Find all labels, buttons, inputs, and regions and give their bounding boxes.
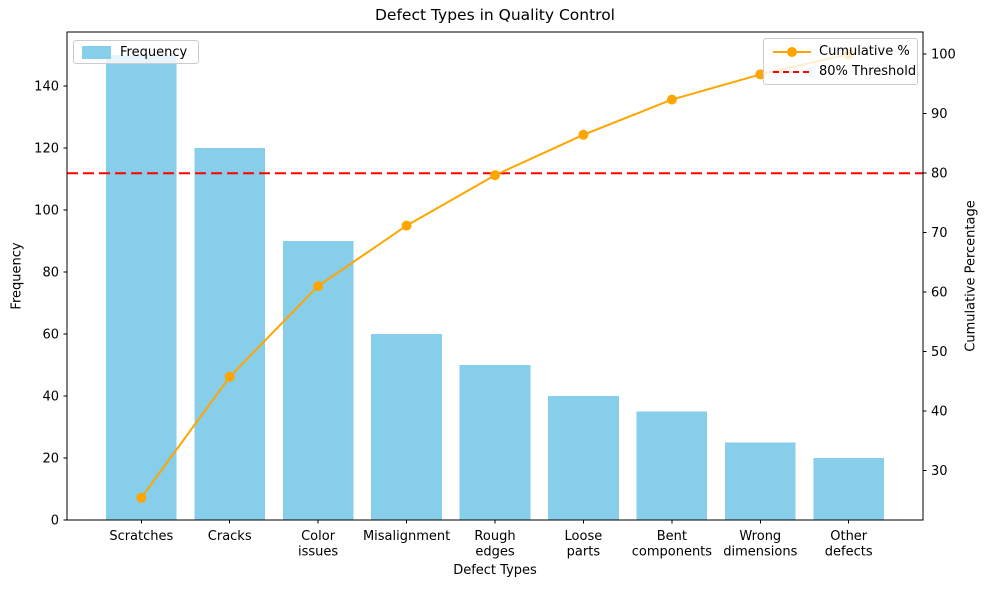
right-tick-label: 100	[931, 48, 956, 63]
marker-misalignment	[401, 220, 412, 231]
marker-rough-edges	[490, 170, 500, 181]
y-axis-label-left: Frequency	[9, 242, 25, 310]
left-axis-ticks: 0 20 40 60 80 100 120 140	[34, 80, 67, 529]
x-axis-ticks: Scratches Cracks Color issues Misalignment Ro…	[109, 520, 873, 560]
right-tick-label: 90	[931, 107, 948, 122]
bar-scratches	[105, 55, 177, 520]
left-tick-label: 80	[42, 266, 59, 281]
bar-misalignment	[371, 334, 442, 520]
bar-loose-parts	[548, 396, 619, 520]
cumulative-line-sample-icon	[773, 46, 811, 57]
legend-cumulative-label: Cumulative %	[819, 44, 910, 59]
marker-scratches	[136, 492, 147, 503]
left-tick-label: 0	[51, 514, 59, 529]
left-tick-label: 40	[42, 390, 59, 405]
marker-cracks	[224, 371, 235, 382]
y-axis-label-right: Cumulative Percentage	[963, 200, 979, 352]
left-tick-label: 100	[34, 204, 59, 219]
cumulative-marker-icon	[787, 46, 797, 57]
marker-color-issues	[313, 281, 324, 292]
left-tick-label: 140	[34, 80, 59, 95]
right-tick-label: 40	[931, 405, 948, 420]
cumulative-markers-group	[136, 49, 854, 503]
bars-group	[105, 55, 884, 520]
right-axis-ticks: 30 40 50 60 70 80 90 100	[923, 48, 956, 479]
x-tick-label-bent-components: Bent components	[632, 529, 713, 560]
x-tick-label-scratches: Scratches	[109, 529, 173, 544]
bar-wrong-dimensions	[724, 442, 796, 520]
x-tick-label-rough-edges: Rough edges	[474, 529, 515, 560]
right-tick-label: 60	[931, 286, 948, 301]
bar-bent-components	[636, 411, 708, 520]
right-tick-label: 80	[931, 167, 948, 182]
x-tick-label-wrong-dimensions: Wrong dimensions	[723, 529, 797, 560]
right-tick-label: 30	[931, 464, 948, 479]
x-tick-label-loose-parts: Loose parts	[565, 529, 603, 560]
left-tick-label: 120	[34, 142, 59, 157]
left-tick-label: 20	[42, 452, 59, 467]
chart-title: Defect Types in Quality Control	[375, 6, 615, 24]
right-tick-label: 70	[931, 226, 948, 241]
x-tick-label-other-defects: Other defects	[825, 529, 873, 560]
bar-cracks	[194, 148, 265, 520]
legend-frequency: Frequency	[73, 40, 200, 64]
legend-threshold-label: 80% Threshold	[819, 64, 917, 79]
x-tick-label-cracks: Cracks	[208, 529, 252, 544]
frequency-swatch-icon	[82, 45, 111, 59]
right-tick-label: 50	[931, 345, 948, 360]
marker-bent-components	[666, 94, 677, 105]
legend-cumulative: Cumulative % 80% Threshold	[763, 38, 918, 85]
x-axis-label: Defect Types	[453, 563, 537, 578]
threshold-line-sample-icon	[773, 70, 811, 73]
bar-other-defects	[813, 458, 884, 520]
x-tick-label-color-issues: Color issues	[298, 529, 338, 560]
legend-frequency-label: Frequency	[120, 44, 188, 60]
marker-wrong-dimensions	[755, 69, 766, 80]
left-tick-label: 60	[42, 328, 59, 343]
legend-row-threshold: 80% Threshold	[773, 65, 916, 78]
x-tick-label-misalignment: Misalignment	[363, 529, 450, 544]
legend-row-cumulative: Cumulative %	[773, 44, 910, 59]
marker-loose-parts	[578, 129, 589, 140]
bar-rough-edges	[459, 365, 531, 520]
